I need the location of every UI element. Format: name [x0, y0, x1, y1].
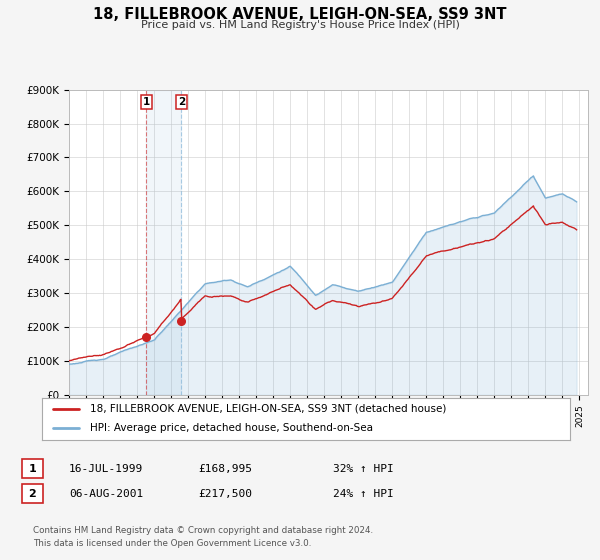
Text: £168,995: £168,995 [198, 464, 252, 474]
Text: Contains HM Land Registry data © Crown copyright and database right 2024.: Contains HM Land Registry data © Crown c… [33, 526, 373, 535]
Text: 2: 2 [178, 97, 185, 107]
Text: This data is licensed under the Open Government Licence v3.0.: This data is licensed under the Open Gov… [33, 539, 311, 548]
Text: £217,500: £217,500 [198, 489, 252, 499]
Text: HPI: Average price, detached house, Southend-on-Sea: HPI: Average price, detached house, Sout… [89, 423, 373, 433]
Text: 1: 1 [29, 464, 36, 474]
Text: Price paid vs. HM Land Registry's House Price Index (HPI): Price paid vs. HM Land Registry's House … [140, 20, 460, 30]
Text: 06-AUG-2001: 06-AUG-2001 [69, 489, 143, 499]
Bar [146, 90, 181, 395]
Text: 2: 2 [29, 489, 36, 499]
Text: 18, FILLEBROOK AVENUE, LEIGH-ON-SEA, SS9 3NT: 18, FILLEBROOK AVENUE, LEIGH-ON-SEA, SS9… [93, 7, 507, 22]
Text: 24% ↑ HPI: 24% ↑ HPI [333, 489, 394, 499]
Text: 32% ↑ HPI: 32% ↑ HPI [333, 464, 394, 474]
Text: 18, FILLEBROOK AVENUE, LEIGH-ON-SEA, SS9 3NT (detached house): 18, FILLEBROOK AVENUE, LEIGH-ON-SEA, SS9… [89, 404, 446, 414]
Text: 1: 1 [143, 97, 150, 107]
Text: 16-JUL-1999: 16-JUL-1999 [69, 464, 143, 474]
